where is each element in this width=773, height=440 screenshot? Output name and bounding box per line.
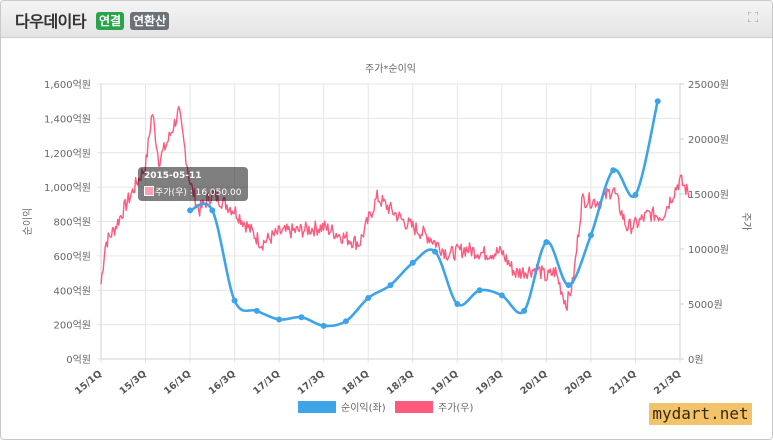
net-income-point [231, 297, 238, 304]
y-tick-label-left: 200억원 [54, 320, 92, 332]
stock-earnings-chart: 주가*순이익 0억원 200억원 400억원 600억원 800억원 1,000억원 1,20… [22, 63, 752, 414]
x-tick-label: 20/3Q [563, 368, 594, 397]
net-income-point [365, 294, 372, 301]
y-axis-title-left: 순이익 [22, 208, 34, 236]
y-tick-label-left: 400억원 [54, 285, 92, 297]
consolidated-badge[interactable]: 연결 [96, 12, 125, 30]
y-tick-label-left: 0억원 [66, 354, 91, 366]
tooltip-swatch [144, 186, 154, 196]
expand-icon[interactable] [747, 11, 759, 23]
net-income-point [342, 318, 349, 325]
x-tick-label: 17/1Q [251, 368, 282, 397]
y-tick-label-left: 1,200억원 [44, 148, 91, 160]
y-tick-label-left: 1,400억원 [44, 113, 91, 125]
x-tick-label: 20/1Q [518, 368, 549, 397]
x-tick-label: 15/3Q [118, 368, 149, 397]
net-income-point [476, 287, 483, 294]
y-tick-label-left: 800억원 [54, 217, 92, 229]
series-line-net-income [189, 100, 659, 328]
card-header: 다우데이타 연결 연환산 [1, 1, 772, 38]
tooltip-date: 2015-05-11 [144, 171, 202, 181]
site-watermark: mydart.net [649, 403, 752, 425]
net-income-point [209, 207, 216, 214]
x-tick-label: 18/1Q [340, 368, 371, 397]
net-income-point [632, 191, 639, 198]
y-tick-label-left: 1,600억원 [44, 79, 91, 91]
y-tick-label-right: 25000원 [688, 79, 729, 91]
net-income-point [253, 307, 260, 314]
net-income-point [521, 307, 528, 314]
y-tick-label-right: 15000원 [688, 189, 729, 201]
annualized-badge[interactable]: 연환산 [130, 12, 170, 30]
y-tick-label-left: 600억원 [54, 251, 92, 263]
series-line-price [100, 105, 690, 311]
net-income-point [565, 282, 572, 289]
y-axis-title-right: 주가 [740, 212, 752, 230]
net-income-point [654, 98, 661, 105]
net-income-point [387, 282, 394, 289]
y-tick-label-right: 0원 [688, 354, 704, 366]
y-tick-label-right: 20000원 [688, 134, 729, 146]
company-title: 다우데이타 [15, 12, 87, 31]
net-income-point [454, 301, 461, 307]
x-tick-label: 16/3Q [207, 368, 238, 397]
y-tick-label-right: 10000원 [688, 244, 729, 256]
x-tick-label: 16/1Q [162, 368, 193, 397]
net-income-point [320, 322, 327, 329]
net-income-point [187, 207, 194, 214]
net-income-point [432, 248, 439, 255]
y-tick-label-left: 1,000억원 [44, 182, 91, 194]
chart-tooltip: 2015-05-11 주가(우) : 16,050.00 [138, 167, 248, 201]
legend-swatch-price [395, 401, 433, 413]
net-income-point [409, 259, 416, 266]
legend-label-price: 주가(우) [438, 402, 474, 414]
x-tick-label: 19/3Q [474, 368, 505, 397]
net-income-point [543, 239, 550, 246]
legend-swatch-net-income [298, 401, 336, 413]
net-income-point [276, 316, 283, 323]
net-income-point [298, 314, 305, 321]
x-tick-label: 15/1Q [73, 368, 104, 397]
net-income-point [610, 167, 617, 174]
x-tick-label: 19/1Q [429, 368, 460, 397]
chart-title: 주가*순이익 [365, 63, 416, 75]
x-tick-label: 18/3Q [385, 368, 416, 397]
x-tick-label: 21/3Q [652, 368, 683, 397]
net-income-point [498, 292, 505, 299]
x-tick-label: 21/1Q [608, 368, 639, 397]
y-tick-label-right: 5000원 [688, 299, 723, 311]
x-tick-label: 17/3Q [296, 368, 327, 397]
legend-label-net-income: 순이익(좌) [341, 402, 386, 414]
tooltip-value: 주가(우) : 16,050.00 [155, 188, 242, 198]
net-income-point [587, 232, 594, 239]
